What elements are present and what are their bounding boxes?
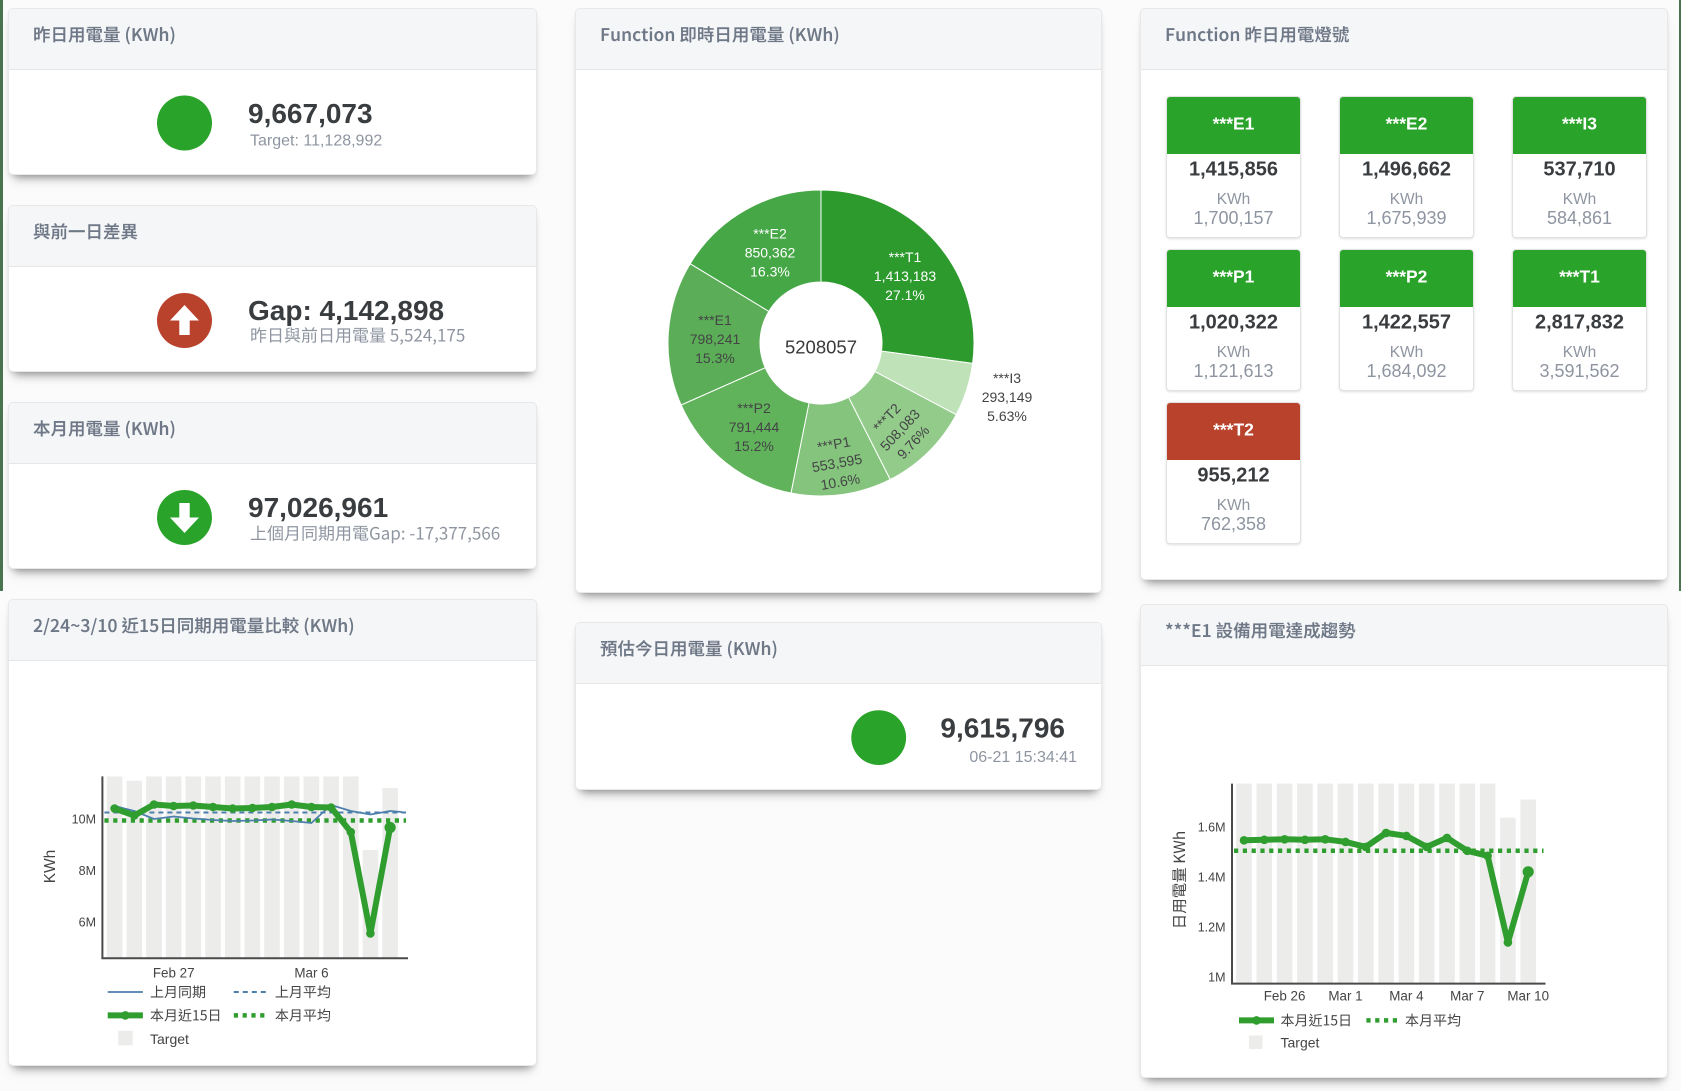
svg-text:KWh: KWh	[42, 850, 59, 884]
svg-text:27.1%: 27.1%	[885, 287, 925, 303]
svg-text:KWh: KWh	[1390, 191, 1424, 208]
svg-text:Mar 6: Mar 6	[294, 966, 328, 981]
svg-text:***E1: ***E1	[698, 312, 732, 328]
svg-text:***P1: ***P1	[1213, 267, 1255, 287]
svg-text:955,212: 955,212	[1197, 465, 1269, 487]
svg-text:Gap: 4,142,898: Gap: 4,142,898	[248, 295, 444, 326]
svg-text:1.2M: 1.2M	[1198, 921, 1226, 935]
svg-text:293,149: 293,149	[982, 389, 1033, 405]
svg-text:1,413,183: 1,413,183	[874, 268, 936, 284]
svg-text:Mar 10: Mar 10	[1507, 989, 1549, 1004]
svg-text:Feb 27: Feb 27	[153, 966, 195, 981]
svg-text:Target: 11,128,992: Target: 11,128,992	[250, 133, 382, 150]
svg-text:***E2: ***E2	[753, 225, 787, 241]
svg-text:Target: Target	[1281, 1035, 1320, 1051]
svg-text:10.6%: 10.6%	[819, 470, 861, 493]
svg-text:762,358: 762,358	[1201, 514, 1266, 534]
svg-text:***E1: ***E1	[1213, 114, 1255, 134]
svg-text:16.3%: 16.3%	[750, 263, 790, 279]
svg-text:KWh: KWh	[1563, 191, 1597, 208]
svg-text:6M: 6M	[79, 915, 96, 929]
svg-text:8M: 8M	[79, 864, 96, 878]
svg-text:KWh: KWh	[1390, 344, 1424, 361]
svg-text:2,817,832: 2,817,832	[1535, 312, 1624, 334]
svg-text:537,710: 537,710	[1543, 159, 1615, 181]
svg-text:***I3: ***I3	[1562, 114, 1597, 134]
svg-text:5.63%: 5.63%	[987, 408, 1027, 424]
svg-text:791,444: 791,444	[729, 419, 780, 435]
svg-text:***I3: ***I3	[993, 370, 1021, 386]
svg-text:Mar 7: Mar 7	[1450, 989, 1484, 1004]
svg-text:1,700,157: 1,700,157	[1193, 208, 1273, 228]
svg-text:***T1: ***T1	[1559, 267, 1600, 287]
svg-text:5208057: 5208057	[785, 337, 857, 358]
svg-text:***E2: ***E2	[1386, 114, 1428, 134]
svg-text:1M: 1M	[1208, 971, 1225, 985]
svg-text:***T1: ***T1	[889, 249, 922, 265]
svg-text:1,121,613: 1,121,613	[1193, 361, 1273, 381]
svg-text:KWh: KWh	[1217, 497, 1251, 514]
svg-text:850,362: 850,362	[745, 244, 796, 260]
svg-text:1,675,939: 1,675,939	[1366, 208, 1446, 228]
svg-text:***P2: ***P2	[1386, 267, 1428, 287]
svg-text:Target: Target	[150, 1031, 189, 1047]
svg-text:1,422,557: 1,422,557	[1362, 312, 1451, 334]
svg-text:06-21 15:34:41: 06-21 15:34:41	[969, 749, 1077, 766]
svg-text:15.3%: 15.3%	[695, 350, 735, 366]
svg-text:Mar 1: Mar 1	[1328, 989, 1362, 1004]
svg-text:***P1: ***P1	[816, 433, 852, 455]
svg-text:584,861: 584,861	[1547, 208, 1612, 228]
svg-text:10M: 10M	[72, 813, 96, 827]
svg-text:1,684,092: 1,684,092	[1366, 361, 1446, 381]
svg-text:KWh: KWh	[1217, 344, 1251, 361]
svg-text:97,026,961: 97,026,961	[248, 492, 388, 523]
svg-text:1,415,856: 1,415,856	[1189, 159, 1278, 181]
svg-text:1.4M: 1.4M	[1198, 871, 1226, 885]
svg-text:1,020,322: 1,020,322	[1189, 312, 1278, 334]
svg-text:***P2: ***P2	[737, 400, 771, 416]
svg-text:1,496,662: 1,496,662	[1362, 159, 1451, 181]
svg-text:9,667,073: 9,667,073	[248, 98, 373, 129]
svg-text:15.2%: 15.2%	[734, 438, 774, 454]
svg-text:***T2: ***T2	[1213, 420, 1254, 440]
svg-text:798,241: 798,241	[690, 331, 741, 347]
svg-text:Mar 4: Mar 4	[1389, 989, 1424, 1004]
svg-text:3,591,562: 3,591,562	[1539, 361, 1619, 381]
svg-text:KWh: KWh	[1563, 344, 1597, 361]
svg-text:9,615,796: 9,615,796	[940, 713, 1065, 744]
svg-text:1.6M: 1.6M	[1198, 821, 1226, 835]
svg-text:Feb 26: Feb 26	[1264, 989, 1306, 1004]
svg-text:KWh: KWh	[1217, 191, 1251, 208]
